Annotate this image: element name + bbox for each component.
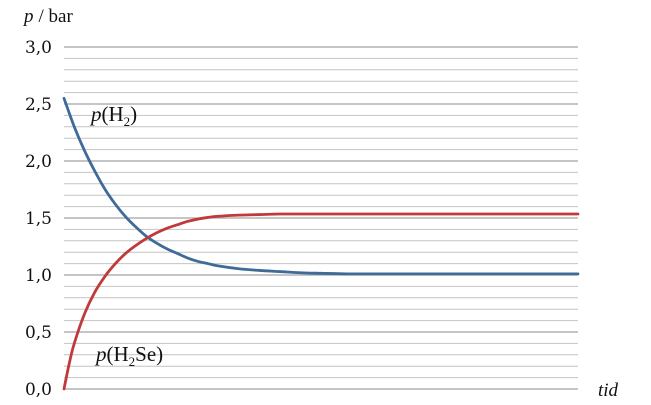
series-lines — [62, 96, 580, 391]
y-axis-label-unit: / bar — [39, 6, 74, 27]
series-label-h2se: p(H2Se) — [94, 342, 163, 369]
y-tick-label: 2,5 — [25, 95, 52, 115]
series-line-h2se — [62, 212, 580, 391]
series-label-h2se-var: p — [94, 342, 107, 366]
y-tick-label: 1,5 — [25, 209, 52, 229]
y-axis-label-var: p — [22, 6, 34, 27]
y-tick-label: 2,0 — [25, 152, 52, 172]
y-tick-label: 3,0 — [25, 38, 52, 58]
minor-gridlines — [64, 57, 578, 379]
y-tick-label: 0,5 — [25, 323, 52, 343]
series-label-h2se-open: (H — [107, 342, 129, 366]
y-axis-label: p / bar — [22, 6, 73, 27]
y-tick-label: 0,0 — [25, 380, 52, 400]
series-line-h2 — [62, 96, 580, 276]
series-label-h2-open: (H — [102, 102, 124, 126]
series-label-h2-var: p — [89, 102, 102, 126]
x-axis-label: tid — [598, 380, 619, 401]
series-label-h2se-sub: 2 — [129, 354, 136, 369]
series-label-h2: p(H2) — [89, 102, 137, 129]
major-gridlines — [64, 46, 578, 390]
series-label-h2-close: ) — [130, 102, 137, 126]
y-tick-labels: 0,0 0,5 1,0 1,5 2,0 2,5 3,0 — [25, 38, 52, 400]
series-label-h2se-close: Se) — [135, 342, 163, 366]
series-label-h2-sub: 2 — [124, 114, 131, 129]
y-tick-label: 1,0 — [25, 266, 52, 286]
